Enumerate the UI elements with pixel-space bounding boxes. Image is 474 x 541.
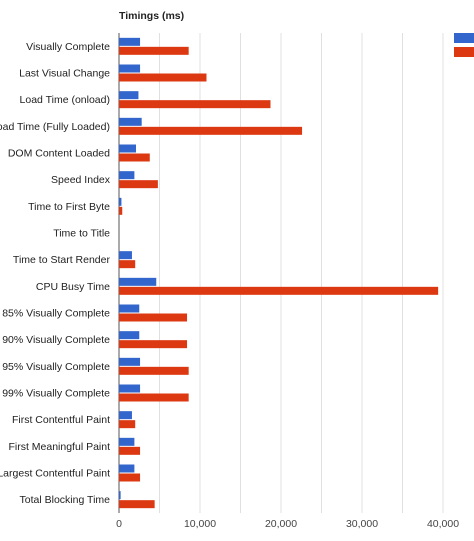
bar-series-1[interactable]	[119, 491, 121, 500]
category-label: 90% Visually Complete	[2, 334, 110, 346]
category-label: Load Time (Fully Loaded)	[0, 121, 110, 133]
x-axis-ticks: 0 10,000 20,000 30,000 40,000	[116, 518, 459, 530]
category-labels: Visually Complete Last Visual Change Load …	[0, 41, 111, 506]
bar-series-2[interactable]	[119, 286, 439, 295]
bar-series-2[interactable]	[119, 366, 189, 375]
bar-series-1[interactable]	[119, 384, 141, 393]
chart-title: Timings (ms)	[119, 10, 184, 22]
gridlines	[118, 33, 444, 513]
bar-series-1[interactable]	[119, 144, 137, 153]
bar-series-1[interactable]	[119, 331, 140, 340]
bar-series-1[interactable]	[119, 64, 141, 73]
legend-swatch-series-1[interactable]	[454, 33, 474, 43]
category-label: Last Visual Change	[19, 68, 110, 80]
bar-series-1[interactable]	[119, 437, 135, 446]
x-tick-label: 0	[116, 518, 122, 530]
x-tick-label: 40,000	[427, 518, 459, 530]
bar-series-2[interactable]	[119, 473, 141, 482]
x-tick-label: 20,000	[265, 518, 297, 530]
bar-series-2[interactable]	[119, 260, 136, 269]
bar-series-2[interactable]	[119, 100, 271, 109]
bar-series-2[interactable]	[119, 340, 188, 349]
bar-series-2[interactable]	[119, 313, 188, 322]
category-label: Time to Start Render	[13, 254, 111, 266]
category-label: Speed Index	[51, 174, 111, 186]
category-label: Time to Title	[53, 228, 110, 240]
bar-series-2[interactable]	[119, 420, 136, 429]
bar-series-1[interactable]	[119, 117, 142, 126]
category-label: 99% Visually Complete	[2, 388, 110, 400]
category-label: Time to First Byte	[28, 201, 110, 213]
bar-series-1[interactable]	[119, 277, 157, 286]
bar-series-1[interactable]	[119, 91, 139, 100]
bar-series-2[interactable]	[119, 206, 123, 215]
bar-series-1[interactable]	[119, 411, 132, 420]
category-label: Total Blocking Time	[20, 494, 111, 506]
bars	[119, 37, 439, 509]
bar-series-2[interactable]	[119, 446, 141, 455]
legend	[454, 33, 474, 57]
bar-series-2[interactable]	[119, 126, 303, 135]
bar-series-1[interactable]	[119, 357, 141, 366]
bar-series-1[interactable]	[119, 171, 135, 180]
bar-series-2[interactable]	[119, 393, 189, 402]
category-label: Visually Complete	[26, 41, 110, 53]
bar-series-2[interactable]	[119, 500, 155, 509]
bar-series-2[interactable]	[119, 153, 150, 162]
bar-series-1[interactable]	[119, 197, 122, 206]
bar-series-1[interactable]	[119, 37, 141, 46]
category-label: Largest Contentful Paint	[0, 468, 110, 480]
category-label: First Meaningful Paint	[8, 441, 110, 453]
legend-swatch-series-2[interactable]	[454, 47, 474, 57]
category-label: 85% Visually Complete	[2, 308, 110, 320]
bar-series-2[interactable]	[119, 73, 207, 82]
category-label: DOM Content Loaded	[8, 148, 110, 160]
bar-series-1[interactable]	[119, 464, 135, 473]
bar-series-2[interactable]	[119, 180, 158, 189]
x-tick-label: 30,000	[346, 518, 378, 530]
category-label: First Contentful Paint	[12, 414, 110, 426]
x-tick-label: 10,000	[184, 518, 216, 530]
category-label: Load Time (onload)	[20, 94, 110, 106]
category-label: CPU Busy Time	[36, 281, 110, 293]
bar-series-1[interactable]	[119, 304, 140, 313]
bar-series-1[interactable]	[119, 251, 132, 260]
category-label: 95% Visually Complete	[2, 361, 110, 373]
bar-series-2[interactable]	[119, 46, 189, 55]
